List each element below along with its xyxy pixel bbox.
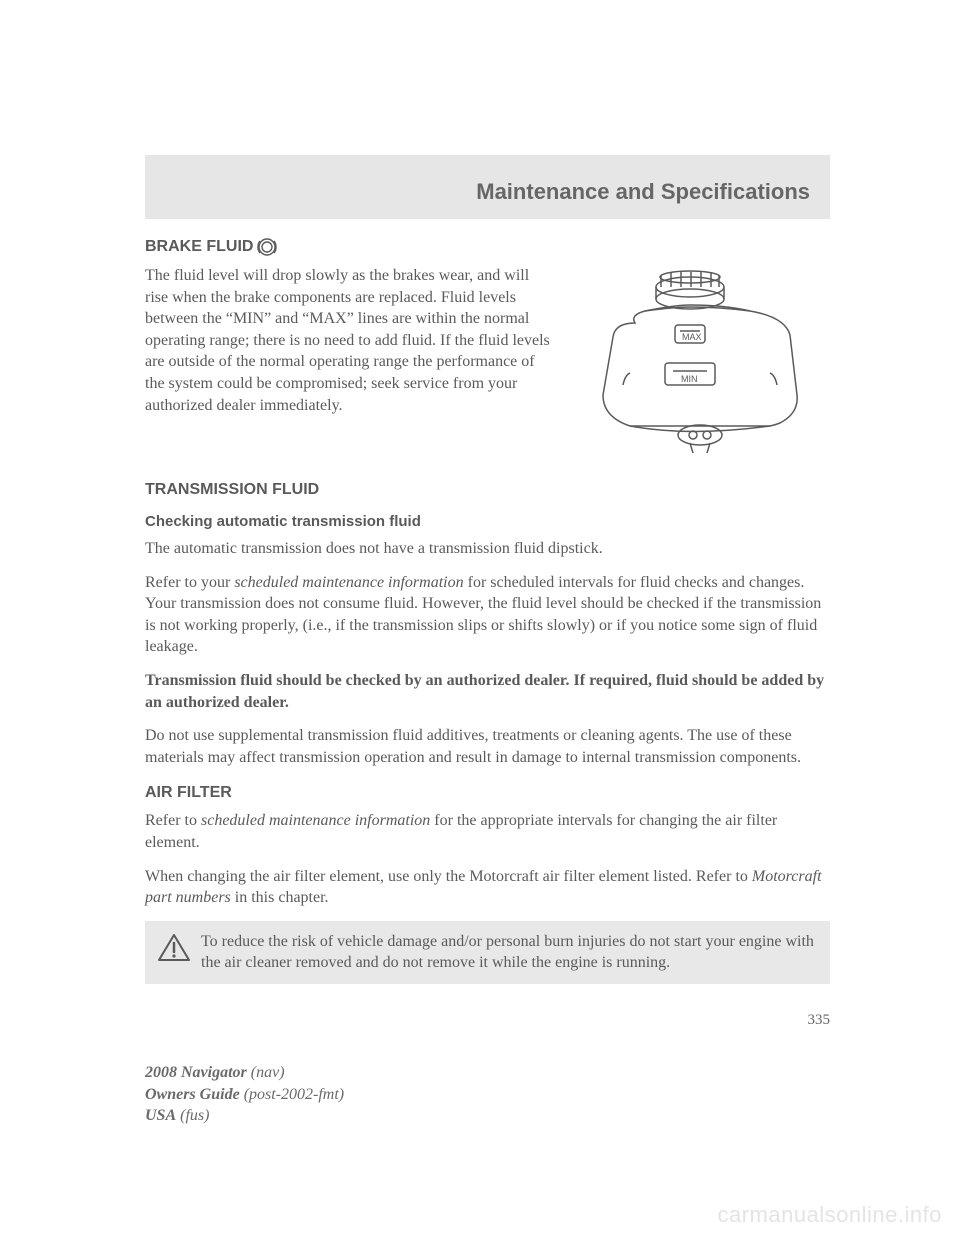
reservoir-min-label: MIN [681, 374, 698, 384]
section-title: Maintenance and Specifications [476, 179, 810, 204]
warning-icon [157, 933, 191, 963]
warning-text: To reduce the risk of vehicle damage and… [201, 931, 818, 974]
footer-line3-rest: (fus) [176, 1107, 209, 1124]
air-filter-p1: Refer to scheduled maintenance informati… [145, 810, 830, 853]
air-filter-heading: AIR FILTER [145, 784, 830, 802]
footer-line2-rest: (post-2002-fmt) [240, 1086, 344, 1103]
transmission-sub-heading: Checking automatic transmission fluid [145, 513, 830, 530]
footer-line3-bold: USA [145, 1107, 176, 1124]
air-filter-p2-pre: When changing the air filter element, us… [145, 868, 752, 885]
transmission-p2: Refer to your scheduled maintenance info… [145, 572, 830, 658]
transmission-p1: The automatic transmission does not have… [145, 538, 830, 560]
brake-fluid-icon [257, 237, 277, 257]
air-filter-p1-pre: Refer to [145, 812, 201, 829]
watermark: carmanualsonline.info [717, 1202, 942, 1228]
footer: 2008 Navigator (nav) Owners Guide (post-… [145, 1062, 344, 1127]
transmission-p3: Transmission fluid should be checked by … [145, 670, 830, 713]
footer-line1-rest: (nav) [247, 1064, 285, 1081]
air-filter-p2: When changing the air filter element, us… [145, 866, 830, 909]
footer-line1-bold: 2008 Navigator [145, 1064, 247, 1081]
brake-fluid-heading: BRAKE FLUID [145, 237, 830, 257]
footer-line2-bold: Owners Guide [145, 1086, 240, 1103]
air-filter-p1-italic: scheduled maintenance information [201, 812, 430, 829]
transmission-p2-italic: scheduled maintenance information [234, 574, 463, 591]
warning-box: To reduce the risk of vehicle damage and… [145, 921, 830, 984]
page-number: 335 [145, 1012, 830, 1029]
brake-fluid-heading-text: BRAKE FLUID [145, 238, 253, 256]
transmission-p4: Do not use supplemental transmission flu… [145, 725, 830, 768]
transmission-p2-pre: Refer to your [145, 574, 234, 591]
air-filter-p2-post: in this chapter. [231, 889, 329, 906]
section-header: Maintenance and Specifications [145, 155, 830, 219]
brake-fluid-body: The fluid level will drop slowly as the … [145, 265, 552, 416]
reservoir-max-label: MAX [682, 332, 702, 342]
transmission-heading: TRANSMISSION FLUID [145, 481, 830, 499]
brake-fluid-reservoir-diagram: MAX MIN [570, 265, 830, 465]
